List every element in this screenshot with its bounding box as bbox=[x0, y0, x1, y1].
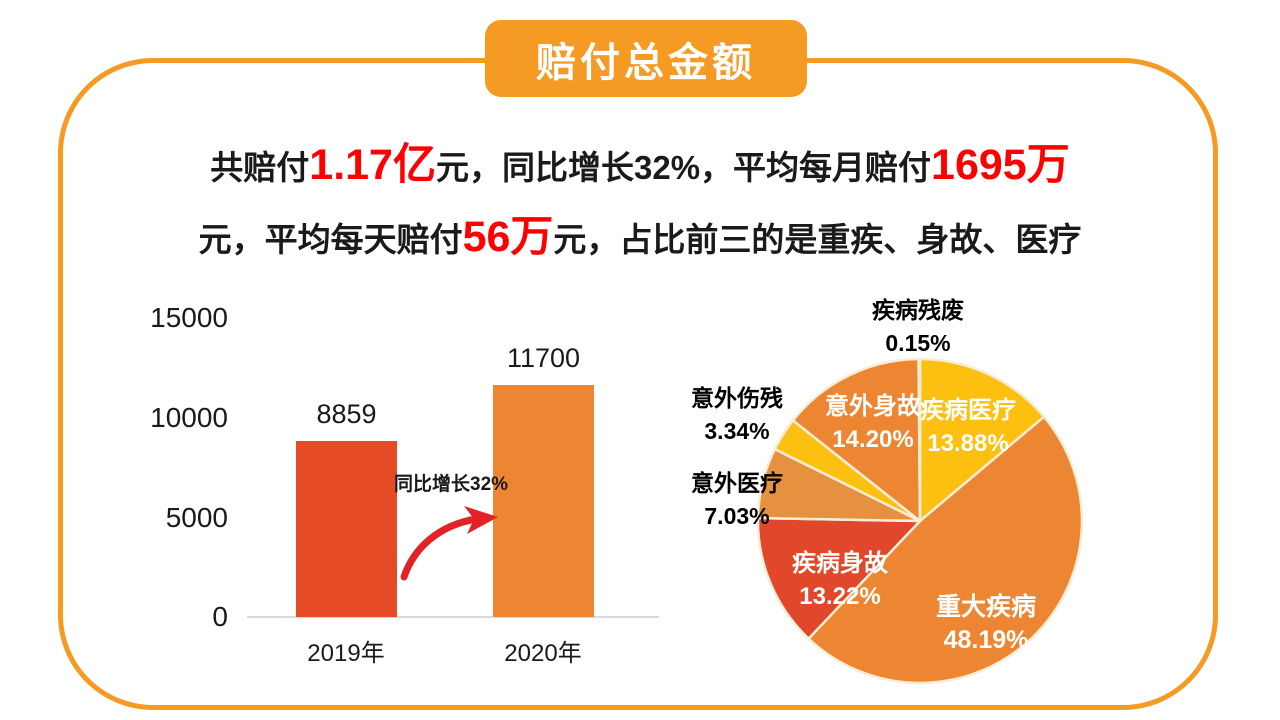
pie-label-value: 48.19% bbox=[943, 626, 1029, 654]
bar-2020 bbox=[493, 385, 594, 617]
pie-label-yiwaishangcan: 意外伤残 3.34% bbox=[657, 382, 817, 448]
headline-highlight: 1.17亿 bbox=[309, 141, 436, 189]
y-axis-tick-10000: 10000 bbox=[150, 402, 228, 433]
pie-slice-重大疾病 bbox=[807, 415, 1084, 685]
pie-slice-意外身故 bbox=[791, 357, 922, 523]
pie-label-text: 意外身故 bbox=[825, 393, 921, 420]
bar-2019 bbox=[296, 441, 397, 617]
pie-label-text: 疾病身故 bbox=[792, 550, 888, 577]
headline-text: 共赔付 bbox=[210, 149, 310, 186]
pie-chart bbox=[756, 357, 1084, 685]
headline-highlight: 56万 bbox=[462, 213, 554, 261]
pie-label-yiwaiyiliao: 意外医疗 7.03% bbox=[657, 467, 817, 533]
headline-text: 元，同比增长32%，平均每月赔付 bbox=[435, 149, 932, 186]
y-axis-tick-0: 0 bbox=[212, 601, 228, 632]
headline-text: 元，占比前三的是重疾、身故、医疗 bbox=[553, 221, 1082, 258]
pie-label-text: 重大疾病 bbox=[935, 593, 1036, 621]
growth-arrow-icon bbox=[400, 506, 498, 581]
pie-label-value: 7.03% bbox=[704, 503, 770, 529]
bar-value-2020: 11700 bbox=[506, 343, 581, 373]
headline-highlight: 1695万 bbox=[931, 141, 1070, 189]
headline-text: 元，平均每天赔付 bbox=[198, 221, 463, 258]
pie-label-text: 疾病医疗 bbox=[920, 397, 1016, 424]
pie-label-yiwaishengu: 意外身故 14.20% bbox=[793, 390, 953, 456]
pie-label-value: 14.20% bbox=[832, 426, 914, 453]
x-axis-line bbox=[247, 616, 659, 618]
pie-label-value: 0.15% bbox=[885, 330, 951, 356]
pie-label-text: 意外医疗 bbox=[691, 470, 783, 496]
growth-annotation: 同比增长32% bbox=[394, 474, 509, 495]
bar-value-2019: 8859 bbox=[316, 399, 377, 429]
pie-slice-疾病医疗 bbox=[918, 357, 1046, 523]
y-axis-tick-15000: 15000 bbox=[150, 302, 228, 333]
pie-label-value: 13.22% bbox=[799, 583, 881, 610]
headline-line-1: 共赔付1.17亿元，同比增长32%，平均每月赔付1695万 bbox=[0, 130, 1280, 192]
pie-label-text: 意外伤残 bbox=[691, 385, 783, 411]
pie-label-jibingyiliao: 疾病医疗 13.88% bbox=[888, 394, 1048, 460]
x-axis-label-2020: 2020年 bbox=[504, 640, 582, 667]
pie-label-value: 13.88% bbox=[927, 430, 1009, 457]
x-axis-label-2019: 2019年 bbox=[307, 640, 385, 667]
pie-slice-疾病残废 bbox=[917, 357, 922, 523]
title-banner: 赔付总金额 bbox=[485, 20, 807, 97]
pie-label-jibingcanfei: 疾病残废 0.15% bbox=[838, 294, 998, 360]
y-axis-tick-5000: 5000 bbox=[165, 502, 228, 533]
headline-line-2: 元，平均每天赔付56万元，占比前三的是重疾、身故、医疗 bbox=[0, 202, 1280, 264]
pie-slice-疾病身故 bbox=[756, 516, 922, 640]
pie-label-zhongdajibing: 重大疾病 48.19% bbox=[906, 591, 1066, 657]
pie-label-text: 疾病残废 bbox=[872, 297, 964, 323]
pie-label-value: 3.34% bbox=[704, 418, 770, 444]
page-title: 赔付总金额 bbox=[536, 40, 756, 85]
pie-label-jibingshengu: 疾病身故 13.22% bbox=[760, 547, 920, 613]
